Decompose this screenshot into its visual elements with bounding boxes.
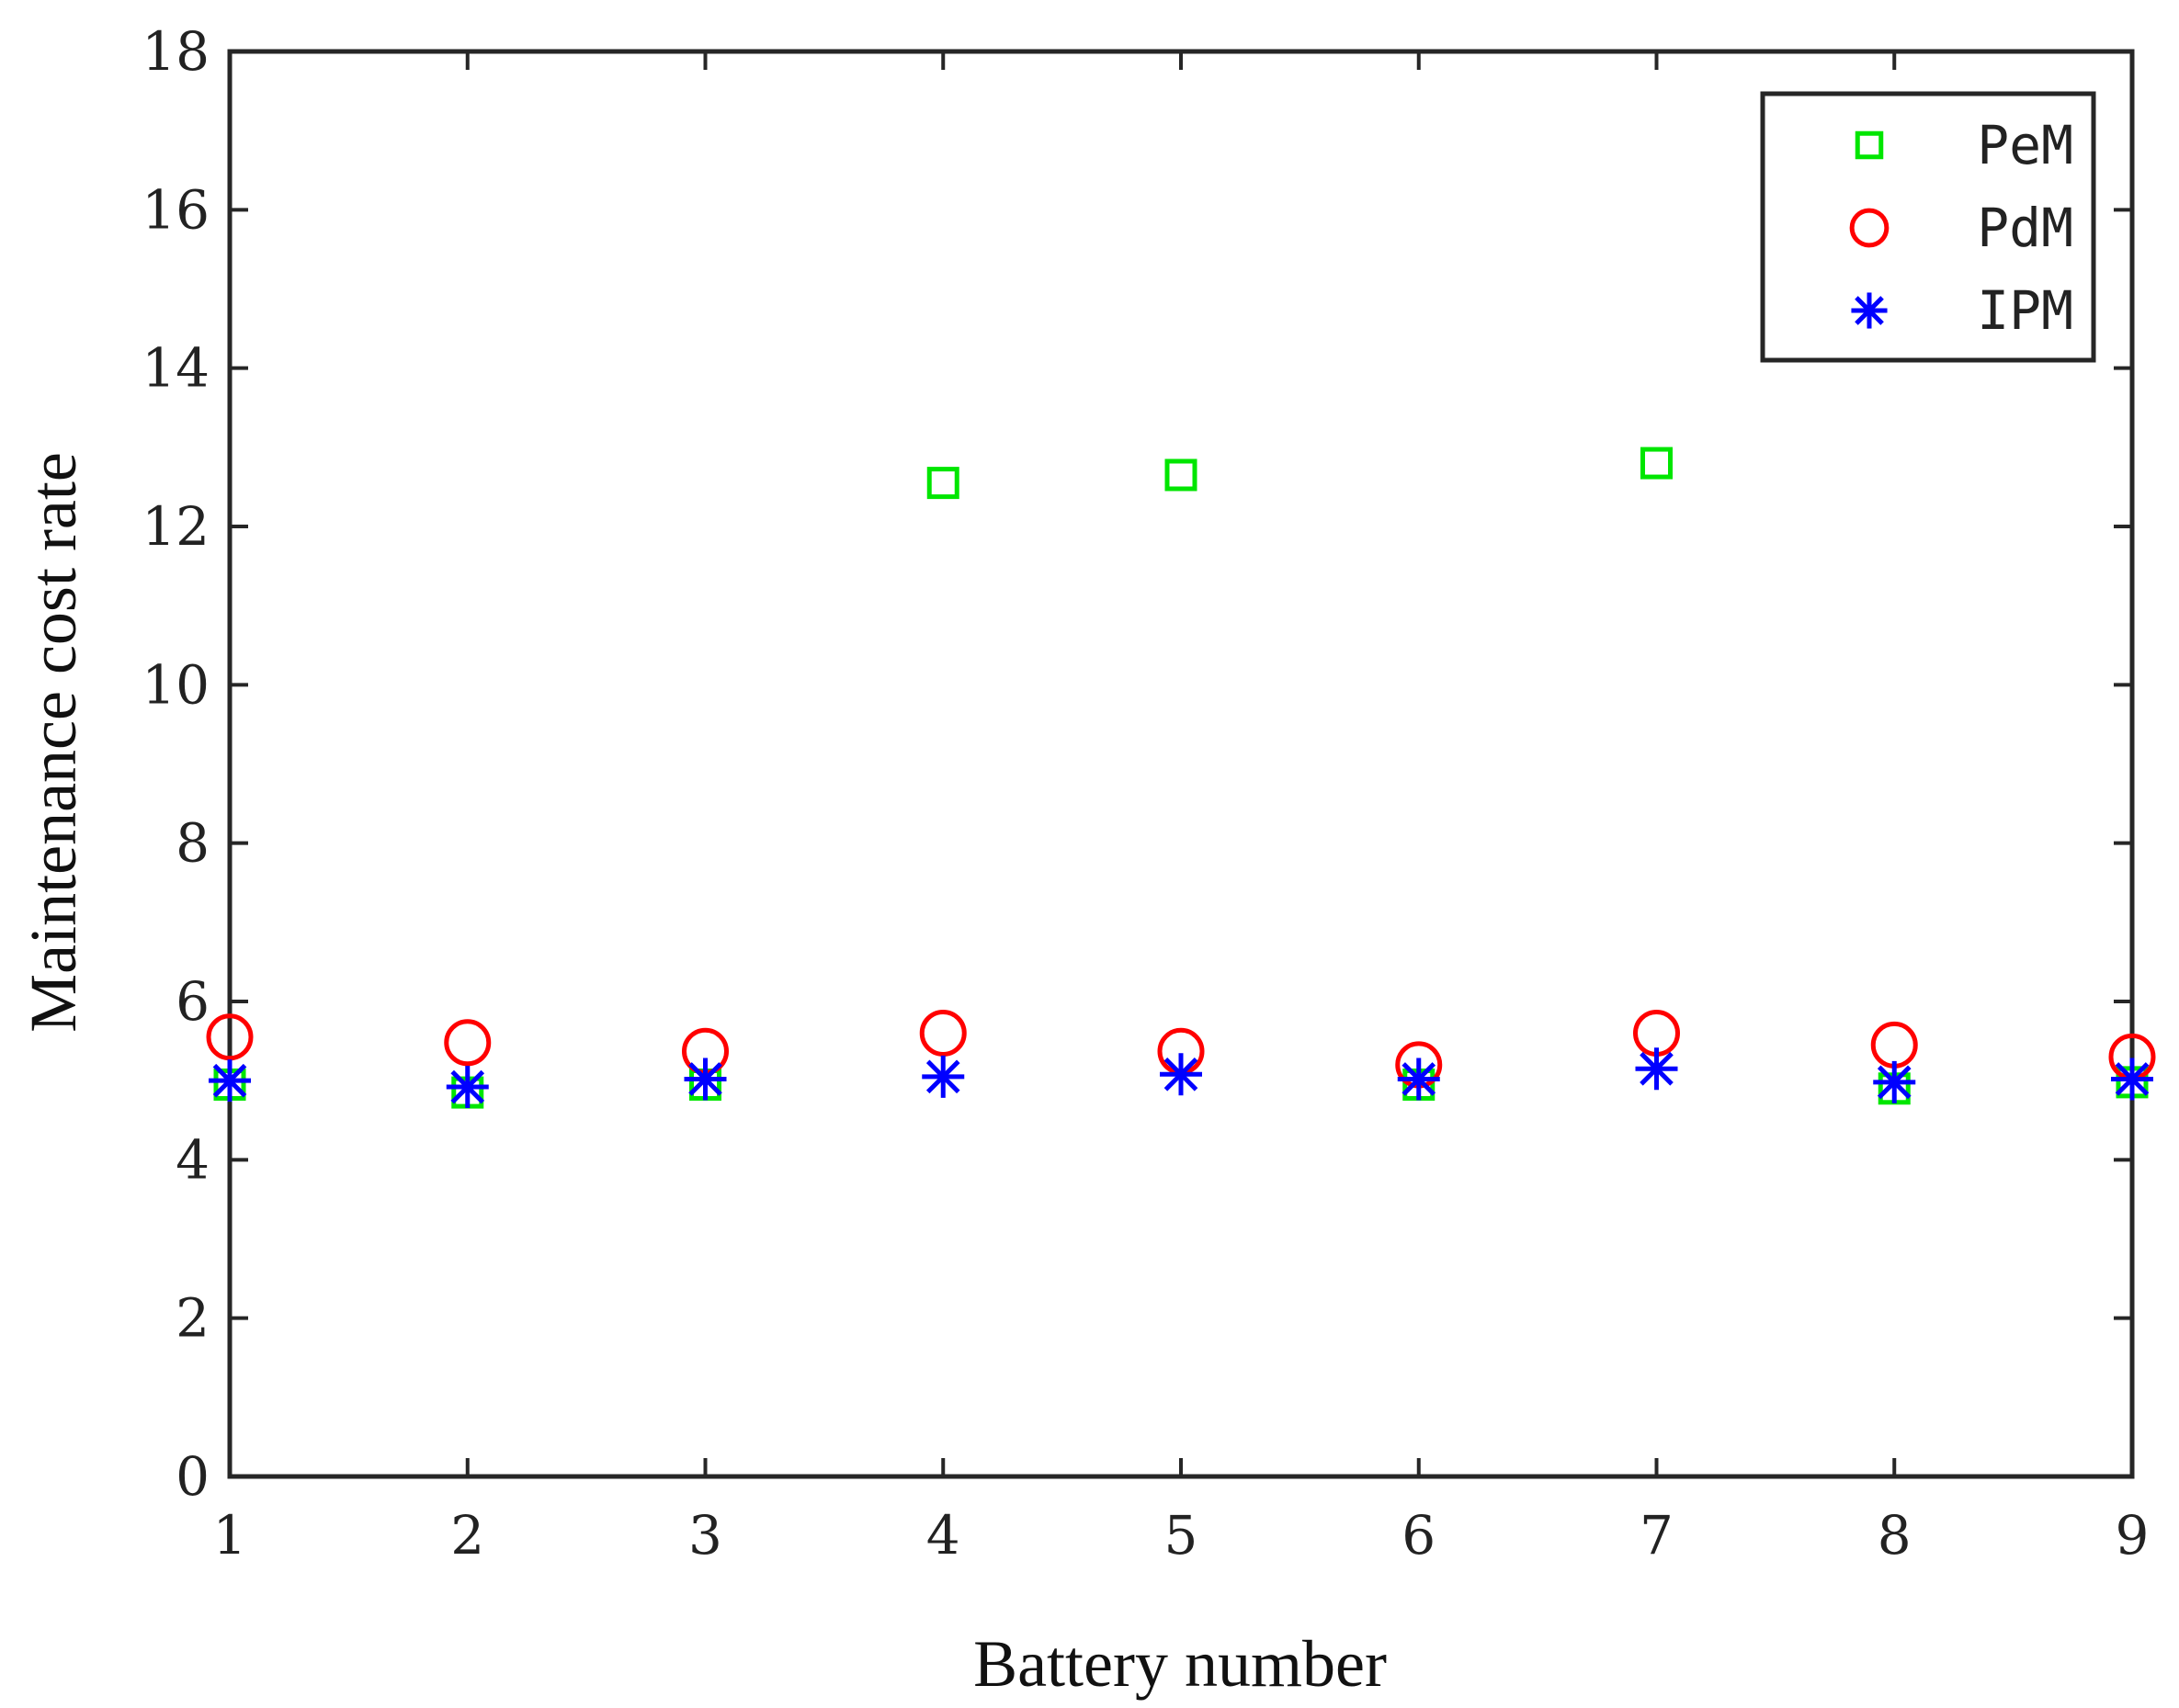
legend-marker-pdm: [1849, 208, 1890, 248]
legend: PeM PdM IPM: [1760, 91, 2096, 363]
x-tick-label: 7: [1640, 1504, 1674, 1567]
point-pdm: [1870, 1021, 1918, 1069]
point-pem: [1164, 458, 1197, 492]
asterisk-stroke: [1877, 1065, 1912, 1100]
asterisk-stroke: [1163, 1057, 1198, 1092]
point-pem: [926, 467, 959, 500]
point-ipm: [1635, 1047, 1678, 1091]
x-tick-label: 6: [1402, 1504, 1436, 1567]
asterisk-stroke: [2115, 1062, 2150, 1096]
point-ipm: [1160, 1053, 1202, 1096]
asterisk-stroke: [1855, 296, 1884, 325]
y-tick-label: 16: [142, 178, 210, 241]
asterisk-stroke: [450, 1069, 485, 1104]
marks-layer: [206, 447, 2156, 1109]
point-ipm: [1397, 1058, 1440, 1101]
point-ipm: [446, 1066, 489, 1109]
point-ipm: [2111, 1058, 2153, 1101]
legend-marker-pem: [1855, 130, 1884, 160]
y-tick-label: 18: [142, 20, 210, 83]
x-tick-label: 1: [213, 1504, 247, 1567]
point-ipm: [1873, 1060, 1916, 1103]
x-tick-label: 4: [926, 1504, 960, 1567]
point-pem: [1640, 447, 1673, 480]
x-tick-label: 5: [1164, 1504, 1198, 1567]
point-pdm: [206, 1013, 254, 1061]
legend-label-pdm: PdM: [1977, 197, 2073, 259]
asterisk-stroke: [925, 1059, 960, 1094]
asterisk-stroke: [212, 1063, 247, 1098]
asterisk-stroke: [1402, 1062, 1436, 1096]
legend-label-ipm: IPM: [1977, 279, 2073, 342]
y-axis-title: Maintenance cost rate: [17, 452, 90, 1033]
x-tick-label: 3: [688, 1504, 722, 1567]
y-tick-label: 4: [176, 1128, 210, 1191]
y-tick-label: 14: [142, 337, 210, 400]
x-tick-label: 2: [450, 1504, 484, 1567]
legend-marker-ipm: [1851, 292, 1888, 329]
y-tick-label: 0: [176, 1445, 210, 1508]
point-ipm: [684, 1058, 727, 1101]
point-ipm: [209, 1059, 251, 1103]
y-tick-label: 12: [142, 495, 210, 558]
asterisk-stroke: [688, 1062, 722, 1096]
point-ipm: [922, 1055, 965, 1098]
y-tick-label: 2: [176, 1287, 210, 1350]
y-tick-label: 6: [176, 970, 210, 1033]
y-tick-label: 8: [176, 812, 210, 875]
y-tick-label: 10: [142, 653, 210, 716]
legend-label-pem: PeM: [1977, 114, 2073, 176]
point-pdm: [919, 1009, 967, 1057]
point-pdm: [444, 1019, 492, 1067]
x-axis-title: Battery number: [973, 1627, 1387, 1701]
x-tick-label: 8: [1878, 1504, 1912, 1567]
asterisk-stroke: [1640, 1051, 1674, 1086]
x-tick-label: 9: [2116, 1504, 2150, 1567]
legend-box: [1760, 91, 2096, 363]
